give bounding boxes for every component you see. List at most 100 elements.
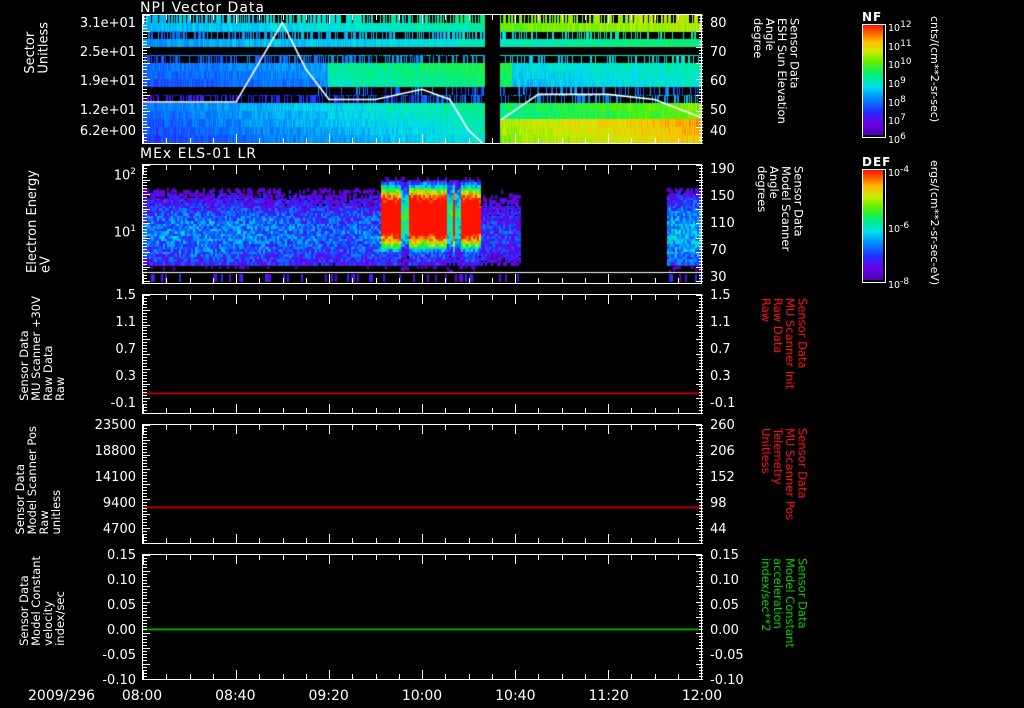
axis-tick-label: 0.10 xyxy=(710,573,739,588)
axis-tick-label: 0.15 xyxy=(710,548,739,563)
panel5-plot-frame xyxy=(142,554,702,680)
axis-tick-label: 40 xyxy=(710,124,727,139)
date-label: 2009/296 xyxy=(28,688,96,704)
panel5-right-axis-label: Sensor Data Model Constant acceleration ind… xyxy=(759,558,810,678)
panel4-right-axis-text: Sensor Data MU Scanner Pos Telemetry Unitle… xyxy=(759,428,810,521)
colorbar2-unit: ergs/(cm**2-sr-sec-eV) xyxy=(928,160,941,286)
panel-title-els: MEx ELS-01 LR xyxy=(140,146,258,162)
panel4-trace[interactable] xyxy=(143,425,701,543)
panel4-left-axis-label: Sensor Data Model Scanner Pos Raw unitless xyxy=(13,426,64,544)
panel-title-npi: NPI Vector Data xyxy=(140,0,265,16)
colorbar-tick-label: 10-4 xyxy=(888,165,910,180)
axis-tick-label: 0.00 xyxy=(710,623,739,638)
panel1-right-axis-text: Sensor Data ESH Sun Elevation Angle degree xyxy=(751,18,802,124)
axis-tick-label: 0.3 xyxy=(710,369,731,384)
axis-tick-label: 1.9e+01 xyxy=(79,74,136,89)
axis-tick-label: -0.05 xyxy=(102,648,136,663)
panel5-trace[interactable] xyxy=(143,555,701,679)
panel1-spectrogram[interactable] xyxy=(143,15,701,143)
axis-tick-label: 0.7 xyxy=(115,342,136,357)
axis-tick-label: 190 xyxy=(710,162,735,177)
time-tick-label: 10:40 xyxy=(495,688,536,704)
panel1-left-axis-label: Sector Unitless xyxy=(23,22,52,134)
axis-tick-label: 102 xyxy=(113,167,136,184)
axis-tick-label: 6.2e+00 xyxy=(79,124,136,139)
colorbar-tick-label: 10-8 xyxy=(888,277,910,292)
axis-tick-label: 1.5 xyxy=(115,288,136,303)
axis-tick-label: 30 xyxy=(710,270,727,285)
colorbar2-title: DEF xyxy=(862,155,892,169)
colorbar-tick-label: 1012 xyxy=(888,20,912,35)
panel5-left-axis-label: Sensor Data Model Constant velocity index/s… xyxy=(17,556,68,678)
axis-tick-label: 44 xyxy=(710,522,727,537)
axis-tick-label: 70 xyxy=(710,45,727,60)
panel2-plot-frame xyxy=(142,164,702,284)
panel4-right-axis-label: Sensor Data MU Scanner Pos Telemetry Unitle… xyxy=(759,428,810,542)
panel1-plot-frame xyxy=(142,14,702,144)
time-tick-label: 11:20 xyxy=(588,688,629,704)
axis-tick-label: 0.05 xyxy=(710,598,739,613)
axis-tick-label: 23500 xyxy=(94,418,136,433)
colorbar-tick-label: 106 xyxy=(888,132,906,147)
panel1-left-axis-text: Sector Unitless xyxy=(23,22,52,74)
axis-tick-label: 0.7 xyxy=(710,342,731,357)
time-tick-label: 08:40 xyxy=(215,688,256,704)
time-axis-labels: 08:00 08:40 09:20 10:00 10:40 11:20 12:00 xyxy=(0,688,1024,708)
axis-tick-label: 110 xyxy=(710,216,735,231)
axis-tick-label: 80 xyxy=(710,16,727,31)
axis-tick-label: 50 xyxy=(710,103,727,118)
axis-tick-label: -0.05 xyxy=(710,648,744,663)
axis-tick-label: 1.1 xyxy=(710,315,731,330)
colorbar-tick-label: 1011 xyxy=(888,38,912,53)
axis-tick-label: -0.1 xyxy=(110,396,136,411)
panel2-left-axis-label: Electron Energy eV xyxy=(25,170,54,282)
axis-tick-label: 70 xyxy=(710,243,727,258)
panel5-right-axis-text: Sensor Data Model Constant acceleration ind… xyxy=(759,558,810,648)
axis-tick-label: -0.10 xyxy=(710,673,744,688)
axis-tick-label: 152 xyxy=(710,470,735,485)
colorbar-tick-label: 109 xyxy=(888,76,906,91)
axis-tick-label: 0.15 xyxy=(107,548,136,563)
axis-tick-label: 0.10 xyxy=(107,573,136,588)
axis-tick-label: -0.10 xyxy=(102,673,136,688)
panel3-right-axis-label: Sensor Data MU Scanner Init Raw Data Raw xyxy=(759,298,810,412)
axis-tick-label: 150 xyxy=(710,189,735,204)
axis-tick-label: 98 xyxy=(710,496,727,511)
axis-tick-label: 206 xyxy=(710,444,735,459)
axis-tick-label: 18800 xyxy=(94,444,136,459)
colorbar1[interactable] xyxy=(862,24,886,138)
panel2-left-axis-text: Electron Energy eV xyxy=(25,170,54,273)
axis-tick-label: 0.05 xyxy=(107,598,136,613)
panel2-spectrogram[interactable] xyxy=(143,165,701,283)
panel3-left-axis-text: Sensor Data MU Scanner +30V Raw Data Raw xyxy=(17,296,68,401)
axis-tick-label: 14100 xyxy=(94,470,136,485)
axis-tick-label: 1.2e+01 xyxy=(79,103,136,118)
time-tick-label: 08:00 xyxy=(121,688,163,704)
axis-tick-label: 260 xyxy=(710,418,735,433)
panel4-left-axis-text: Sensor Data Model Scanner Pos Raw unitless xyxy=(13,426,64,535)
colorbar1-title: NF xyxy=(862,10,883,24)
axis-tick-label: 1.1 xyxy=(115,315,136,330)
panel3-plot-frame xyxy=(142,294,702,414)
time-tick-label: 09:20 xyxy=(308,688,349,704)
panel4-plot-frame xyxy=(142,424,702,544)
axis-tick-label: 0.3 xyxy=(115,369,136,384)
panel5-left-axis-text: Sensor Data Model Constant velocity index/s… xyxy=(17,556,68,646)
panel3-trace[interactable] xyxy=(143,295,701,413)
colorbar-tick-label: 108 xyxy=(888,94,906,109)
axis-tick-label: 60 xyxy=(710,74,727,89)
colorbar-tick-label: 1010 xyxy=(888,57,912,72)
axis-tick-label: 101 xyxy=(113,224,136,241)
time-tick-label: 12:00 xyxy=(681,688,723,704)
axis-tick-label: 3.1e+01 xyxy=(79,16,136,31)
panel3-left-axis-label: Sensor Data MU Scanner +30V Raw Data Raw xyxy=(17,296,68,414)
axis-tick-label: -0.1 xyxy=(710,396,736,411)
colorbar-tick-label: 107 xyxy=(888,113,906,128)
axis-tick-label: 0.00 xyxy=(107,623,136,638)
panel3-right-axis-text: Sensor Data MU Scanner Init Raw Data Raw xyxy=(759,298,810,390)
colorbar2[interactable] xyxy=(862,169,886,283)
axis-tick-label: 2.5e+01 xyxy=(79,45,136,60)
panel1-right-axis-label: Sensor Data ESH Sun Elevation Angle degree xyxy=(751,18,802,140)
panel2-right-axis-label: Sensor Data Model Scanner Angle degrees xyxy=(755,166,805,282)
axis-tick-label: 4700 xyxy=(102,522,136,537)
